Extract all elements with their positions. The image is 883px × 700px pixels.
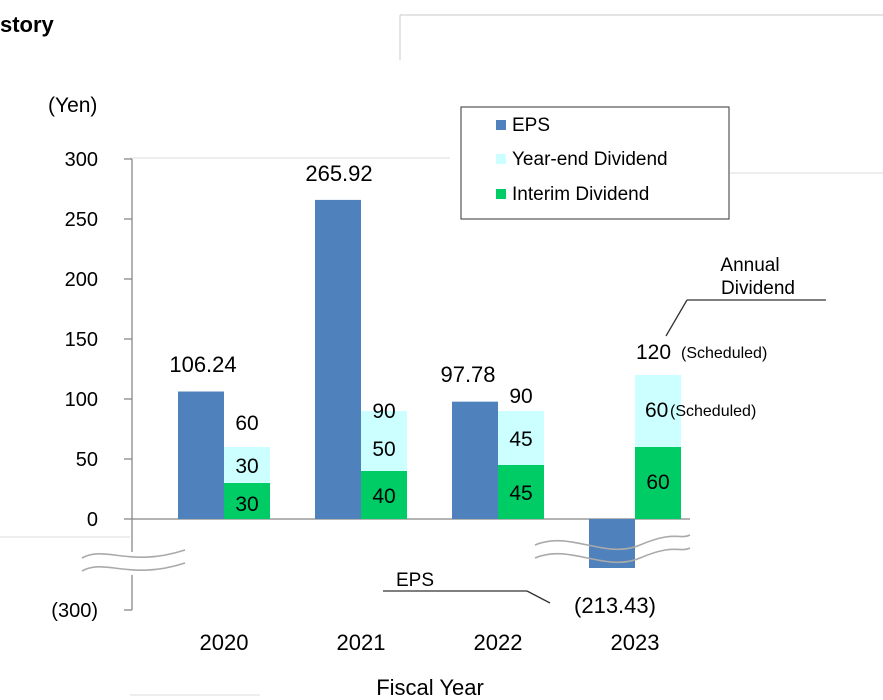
axis-break-mark bbox=[81, 562, 186, 572]
year-end-dividend-label: 30 bbox=[235, 455, 258, 478]
year-end-dividend-bar bbox=[361, 411, 407, 471]
annual-dividend-callout: Dividend bbox=[721, 278, 795, 299]
y-tick-label: 250 bbox=[65, 209, 98, 231]
interim-dividend-bar bbox=[224, 483, 270, 519]
legend-label: Year-end Dividend bbox=[512, 149, 668, 170]
y-tick-label: 150 bbox=[65, 329, 98, 351]
scheduled-note: (Scheduled) bbox=[681, 345, 767, 362]
page-title-fragment: story bbox=[0, 12, 54, 37]
interim-dividend-bar bbox=[498, 465, 544, 519]
annual-dividend-total-label: 90 bbox=[509, 385, 532, 408]
eps-data-label: 265.92 bbox=[305, 161, 372, 186]
eps-bar bbox=[178, 391, 224, 519]
y-axis-label: (Yen) bbox=[48, 94, 97, 117]
y-tick-label: (300) bbox=[51, 600, 98, 622]
axis-break-mark bbox=[534, 547, 691, 564]
eps-data-label: 97.78 bbox=[440, 362, 495, 387]
y-tick-label: 0 bbox=[87, 509, 98, 531]
eps-bar bbox=[452, 401, 498, 519]
legend-swatch bbox=[496, 189, 506, 199]
interim-dividend-label: 40 bbox=[372, 485, 395, 508]
interim-dividend-label: 45 bbox=[509, 482, 532, 505]
callout-line bbox=[526, 590, 551, 604]
eps-callout-label: EPS bbox=[396, 570, 434, 591]
x-tick-label: 2020 bbox=[200, 630, 249, 655]
eps-bar bbox=[589, 519, 635, 568]
annual-dividend-total-label: 120 bbox=[636, 341, 671, 364]
annual-dividend-total-label: 90 bbox=[372, 400, 395, 423]
y-tick-label: 50 bbox=[76, 449, 98, 471]
axis-break-mark bbox=[534, 534, 691, 551]
year-end-dividend-bar bbox=[224, 447, 270, 483]
interim-dividend-bar bbox=[361, 471, 407, 519]
y-tick-label: 100 bbox=[65, 389, 98, 411]
x-axis-label: Fiscal Year bbox=[376, 675, 484, 700]
legend-label: EPS bbox=[512, 115, 550, 136]
y-tick-label: 200 bbox=[65, 269, 98, 291]
x-tick-label: 2021 bbox=[337, 630, 386, 655]
x-tick-label: 2023 bbox=[611, 630, 660, 655]
interim-dividend-label: 60 bbox=[646, 471, 669, 494]
axis-break-mark bbox=[81, 549, 186, 559]
legend-label: Interim Dividend bbox=[512, 184, 649, 205]
eps-data-label: (213.43) bbox=[574, 593, 656, 618]
annual-dividend-callout: Annual bbox=[720, 255, 779, 276]
year-end-dividend-label: 50 bbox=[372, 438, 395, 461]
scheduled-note: (Scheduled) bbox=[670, 403, 756, 420]
x-tick-label: 2022 bbox=[474, 630, 523, 655]
legend-swatch bbox=[496, 120, 506, 130]
year-end-dividend-label: 60 bbox=[645, 399, 668, 422]
annual-dividend-total-label: 60 bbox=[235, 412, 258, 435]
legend-swatch bbox=[496, 154, 506, 164]
interim-dividend-bar bbox=[635, 447, 681, 519]
y-tick-label: 300 bbox=[65, 149, 98, 171]
eps-bar bbox=[315, 199, 361, 519]
interim-dividend-label: 30 bbox=[235, 493, 258, 516]
eps-data-label: 106.24 bbox=[169, 352, 236, 377]
year-end-dividend-label: 45 bbox=[509, 428, 532, 451]
callout-line bbox=[665, 299, 688, 337]
year-end-dividend-bar bbox=[635, 375, 681, 447]
year-end-dividend-bar bbox=[498, 411, 544, 465]
